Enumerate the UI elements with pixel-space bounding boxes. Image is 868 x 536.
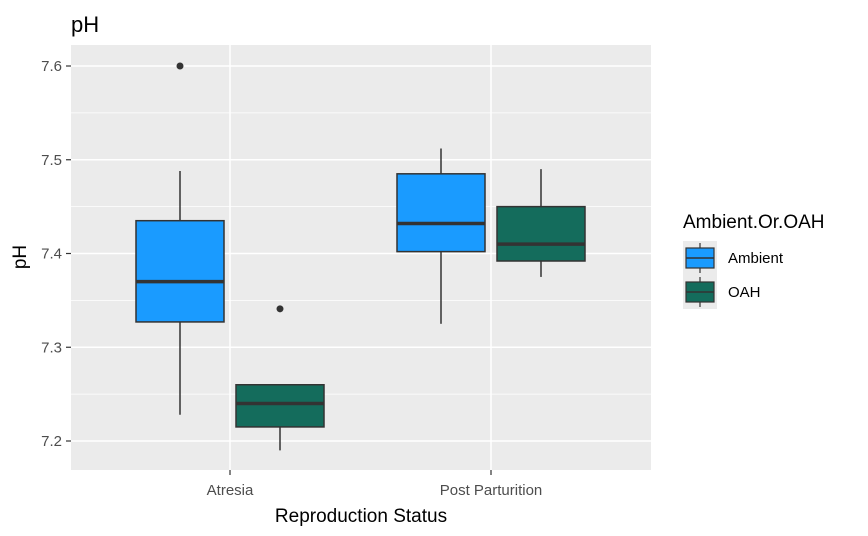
axes: 7.2 7.3 7.4 7.5 7.6 Atresia Post Parturition (41, 58, 542, 499)
box-Ambient-Post Parturition (396, 148, 486, 324)
box-iqr (135, 219, 225, 323)
box-iqr (396, 173, 486, 253)
legend-key-OAH: OAH (683, 275, 761, 309)
box-Ambient-Atresia (135, 62, 225, 415)
y-tick-label: 7.5 (41, 152, 62, 169)
legend-label: Ambient (728, 250, 784, 267)
x-axis-title: Reproduction Status (275, 506, 447, 527)
box-OAH-Atresia (235, 305, 325, 451)
box-OAH-Post Parturition (496, 169, 586, 277)
box-iqr (235, 384, 325, 428)
outlier-point (276, 305, 284, 313)
outlier-point (176, 62, 184, 70)
y-axis-title: pH (10, 245, 31, 269)
x-tick-label: Atresia (207, 482, 254, 499)
y-tick-label: 7.4 (41, 246, 62, 263)
box-iqr (496, 205, 586, 262)
legend-key-Ambient: Ambient (683, 241, 784, 275)
boxplots (135, 62, 586, 451)
legend-label: OAH (728, 284, 761, 301)
chart-title: pH (71, 12, 99, 37)
y-tick-label: 7.3 (41, 339, 62, 356)
legend-title: Ambient.Or.OAH (683, 212, 825, 233)
y-tick-label: 7.6 (41, 58, 62, 75)
x-tick-label: Post Parturition (440, 482, 543, 499)
legend: Ambient.Or.OAH Ambient OAH (683, 212, 825, 309)
y-tick-label: 7.2 (41, 433, 62, 450)
